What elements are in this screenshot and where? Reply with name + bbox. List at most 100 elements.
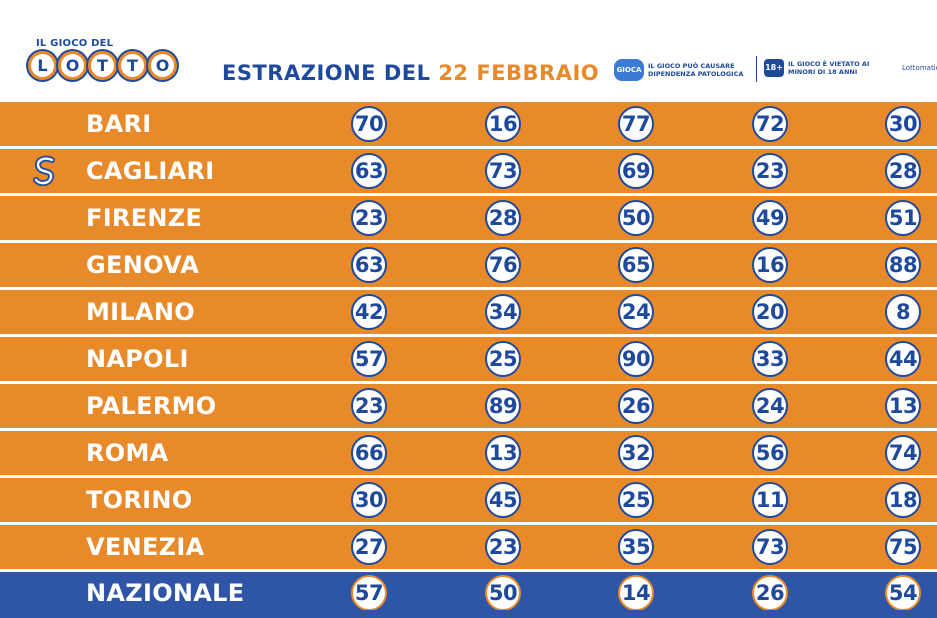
city-name: TORINO xyxy=(86,486,193,514)
city-name: ROMA xyxy=(86,439,169,467)
logo-letter: T xyxy=(88,51,117,80)
drawn-number: 70 xyxy=(351,106,387,142)
table-row: PALERMO 23 89 26 24 13 xyxy=(0,384,937,428)
city-name: MILANO xyxy=(86,298,195,326)
logo-letter: O xyxy=(148,51,177,80)
table-row: BARI 70 16 77 72 30 xyxy=(0,102,937,146)
divider xyxy=(756,56,757,82)
city-name: NAPOLI xyxy=(86,345,189,373)
drawn-number: 23 xyxy=(351,388,387,424)
table-row: GENOVA 63 76 65 16 88 xyxy=(0,243,937,287)
drawn-number: 13 xyxy=(485,435,521,471)
logo-letters: L O T T O xyxy=(28,51,177,80)
drawn-number: 24 xyxy=(752,388,788,424)
drawn-number: 49 xyxy=(752,200,788,236)
drawn-number: 57 xyxy=(351,575,387,611)
table-row: CAGLIARI 63 73 69 23 28 xyxy=(0,149,937,193)
bottom-bar xyxy=(0,610,937,618)
logo-letter: T xyxy=(118,51,147,80)
drawn-number: 35 xyxy=(618,529,654,565)
drawn-number: 28 xyxy=(485,200,521,236)
logo-letter: O xyxy=(58,51,87,80)
drawn-number: 50 xyxy=(485,575,521,611)
city-name: FIRENZE xyxy=(86,204,203,232)
drawn-number: 24 xyxy=(618,294,654,330)
dependency-warning: GIOCA SENZA IL GIOCO PUÒ CAUSARE DIPENDE… xyxy=(614,57,746,96)
minors-warning: 18+ IL GIOCO È VIETATO AI MINORI DI 18 A… xyxy=(764,59,878,77)
brand-label: Lottomatica xyxy=(902,64,937,72)
drawn-number: 27 xyxy=(351,529,387,565)
drawn-number: 25 xyxy=(485,341,521,377)
drawn-number: 30 xyxy=(351,482,387,518)
drawn-number: 23 xyxy=(752,153,788,189)
drawn-number: 8 xyxy=(885,294,921,330)
drawn-number: 63 xyxy=(351,247,387,283)
responsible-gaming-icon: GIOCA SENZA xyxy=(614,59,644,96)
drawn-number: 33 xyxy=(752,341,788,377)
drawn-number: 73 xyxy=(485,153,521,189)
drawn-number: 13 xyxy=(885,388,921,424)
city-name: PALERMO xyxy=(86,392,217,420)
table-row: NAPOLI 57 25 90 33 44 xyxy=(0,337,937,381)
city-name: BARI xyxy=(86,110,152,138)
drawn-number: 45 xyxy=(485,482,521,518)
superstar-icon xyxy=(33,155,55,187)
logo-letter: L xyxy=(28,51,57,80)
drawn-number: 74 xyxy=(885,435,921,471)
drawn-number: 44 xyxy=(885,341,921,377)
drawn-number: 14 xyxy=(618,575,654,611)
drawn-number: 77 xyxy=(618,106,654,142)
drawn-number: 56 xyxy=(752,435,788,471)
drawn-number: 23 xyxy=(351,200,387,236)
table-row: NAZIONALE 57 50 14 26 54 xyxy=(0,572,937,614)
table-row: MILANO 42 34 24 20 8 xyxy=(0,290,937,334)
drawn-number: 73 xyxy=(752,529,788,565)
drawn-number: 57 xyxy=(351,341,387,377)
drawn-number: 51 xyxy=(885,200,921,236)
drawn-number: 16 xyxy=(485,106,521,142)
title-date: 22 FEBBRAIO xyxy=(438,61,600,85)
logo-caption: IL GIOCO DEL xyxy=(36,38,114,49)
table-row: ROMA 66 13 32 56 74 xyxy=(0,431,937,475)
drawn-number: 32 xyxy=(618,435,654,471)
drawn-number: 69 xyxy=(618,153,654,189)
page-title: ESTRAZIONE DEL 22 FEBBRAIO xyxy=(222,61,599,85)
drawn-number: 50 xyxy=(618,200,654,236)
drawn-number: 76 xyxy=(485,247,521,283)
drawn-number: 26 xyxy=(752,575,788,611)
drawn-number: 66 xyxy=(351,435,387,471)
city-name: CAGLIARI xyxy=(86,157,215,185)
age-18-icon: 18+ xyxy=(764,59,784,77)
drawn-number: 20 xyxy=(752,294,788,330)
drawn-number: 30 xyxy=(885,106,921,142)
drawn-number: 34 xyxy=(485,294,521,330)
drawn-number: 28 xyxy=(885,153,921,189)
results-table: BARI 70 16 77 72 30 CAGLIARI 63 73 69 23 28 FIRENZE 2… xyxy=(0,102,937,617)
dependency-text: IL GIOCO PUÒ CAUSARE DIPENDENZA PATOLOGI… xyxy=(648,62,744,78)
lotto-logo: IL GIOCO DEL L O T T O xyxy=(28,38,178,90)
drawn-number: 88 xyxy=(885,247,921,283)
table-row: TORINO 30 45 25 11 18 xyxy=(0,478,937,522)
header: IL GIOCO DEL L O T T O ESTRAZIONE DEL 22… xyxy=(0,0,937,100)
drawn-number: 16 xyxy=(752,247,788,283)
drawn-number: 42 xyxy=(351,294,387,330)
city-name: NAZIONALE xyxy=(86,579,245,607)
drawn-number: 72 xyxy=(752,106,788,142)
drawn-number: 18 xyxy=(885,482,921,518)
drawn-number: 25 xyxy=(618,482,654,518)
city-name: VENEZIA xyxy=(86,533,205,561)
table-row: VENEZIA 27 23 35 73 75 xyxy=(0,525,937,569)
drawn-number: 54 xyxy=(885,575,921,611)
minors-text: IL GIOCO È VIETATO AI MINORI DI 18 ANNI xyxy=(788,60,870,76)
drawn-number: 63 xyxy=(351,153,387,189)
drawn-number: 11 xyxy=(752,482,788,518)
drawn-number: 90 xyxy=(618,341,654,377)
drawn-number: 89 xyxy=(485,388,521,424)
drawn-number: 23 xyxy=(485,529,521,565)
drawn-number: 65 xyxy=(618,247,654,283)
title-prefix: ESTRAZIONE DEL xyxy=(222,61,431,85)
drawn-number: 26 xyxy=(618,388,654,424)
city-name: GENOVA xyxy=(86,251,200,279)
drawn-number: 75 xyxy=(885,529,921,565)
table-row: FIRENZE 23 28 50 49 51 xyxy=(0,196,937,240)
